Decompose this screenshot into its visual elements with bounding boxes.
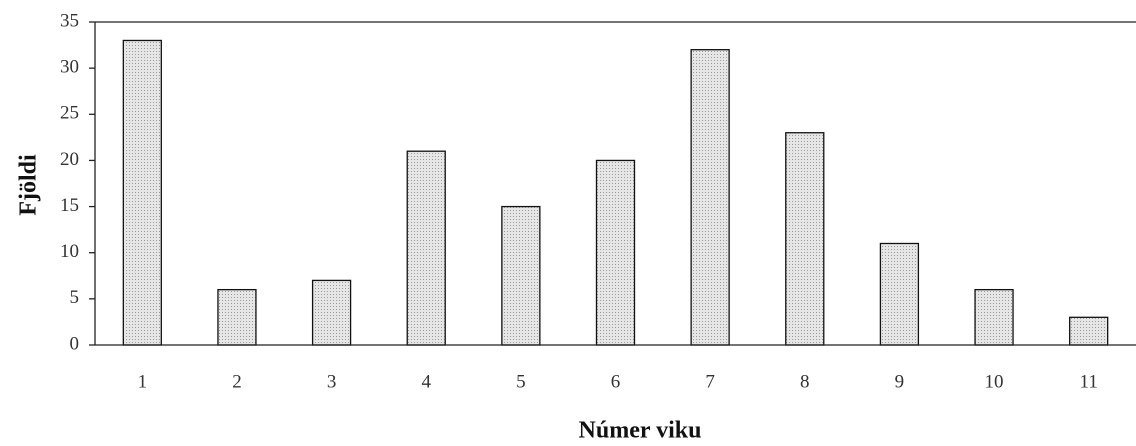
bar (595, 159, 636, 346)
y-tick-label: 30 (60, 57, 79, 78)
bar (879, 242, 920, 346)
x-tick-label: 1 (138, 371, 148, 392)
x-tick-label: 7 (705, 371, 715, 392)
y-tick-label: 0 (70, 333, 80, 354)
x-tick-label: 4 (421, 371, 431, 392)
y-tick-label: 15 (60, 195, 79, 216)
bar (974, 288, 1014, 346)
bar (406, 150, 446, 346)
bar (501, 205, 541, 346)
bar (690, 49, 730, 346)
bar (217, 288, 257, 346)
y-tick-label: 20 (60, 149, 79, 170)
bar (311, 279, 352, 346)
x-axis-label: Númer viku (579, 418, 702, 444)
x-tick-label: 10 (985, 371, 1004, 392)
y-tick-label: 35 (60, 10, 79, 31)
x-tick-label: 8 (800, 371, 810, 392)
y-tick-label: 10 (60, 241, 79, 262)
x-tick-label: 11 (1080, 371, 1098, 392)
y-tick-label: 25 (60, 103, 79, 124)
bar (122, 39, 162, 346)
x-tick-label: 6 (611, 371, 621, 392)
bar (785, 132, 825, 346)
x-tick-label: 3 (327, 371, 337, 392)
y-tick-label: 5 (70, 287, 80, 308)
x-tick-label: 5 (516, 371, 526, 392)
x-tick-label: 2 (232, 371, 242, 392)
x-tick-label: 9 (895, 371, 905, 392)
bar (1069, 316, 1109, 346)
y-axis-label: Fjöldi (16, 154, 42, 216)
